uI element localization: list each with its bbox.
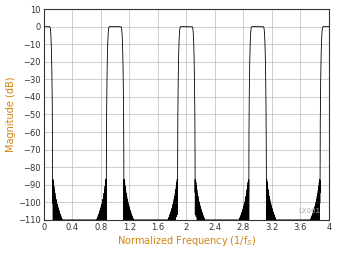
Text: LX001: LX001 <box>298 208 320 214</box>
X-axis label: Normalized Frequency (1/f$_S$): Normalized Frequency (1/f$_S$) <box>117 234 256 248</box>
Y-axis label: Magnitude (dB): Magnitude (dB) <box>5 77 16 152</box>
